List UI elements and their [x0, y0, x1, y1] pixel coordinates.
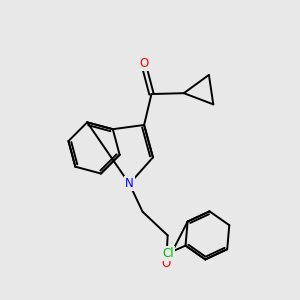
- Text: Cl: Cl: [162, 247, 174, 260]
- Text: O: O: [140, 57, 149, 70]
- Text: O: O: [162, 257, 171, 270]
- Text: N: N: [125, 177, 134, 190]
